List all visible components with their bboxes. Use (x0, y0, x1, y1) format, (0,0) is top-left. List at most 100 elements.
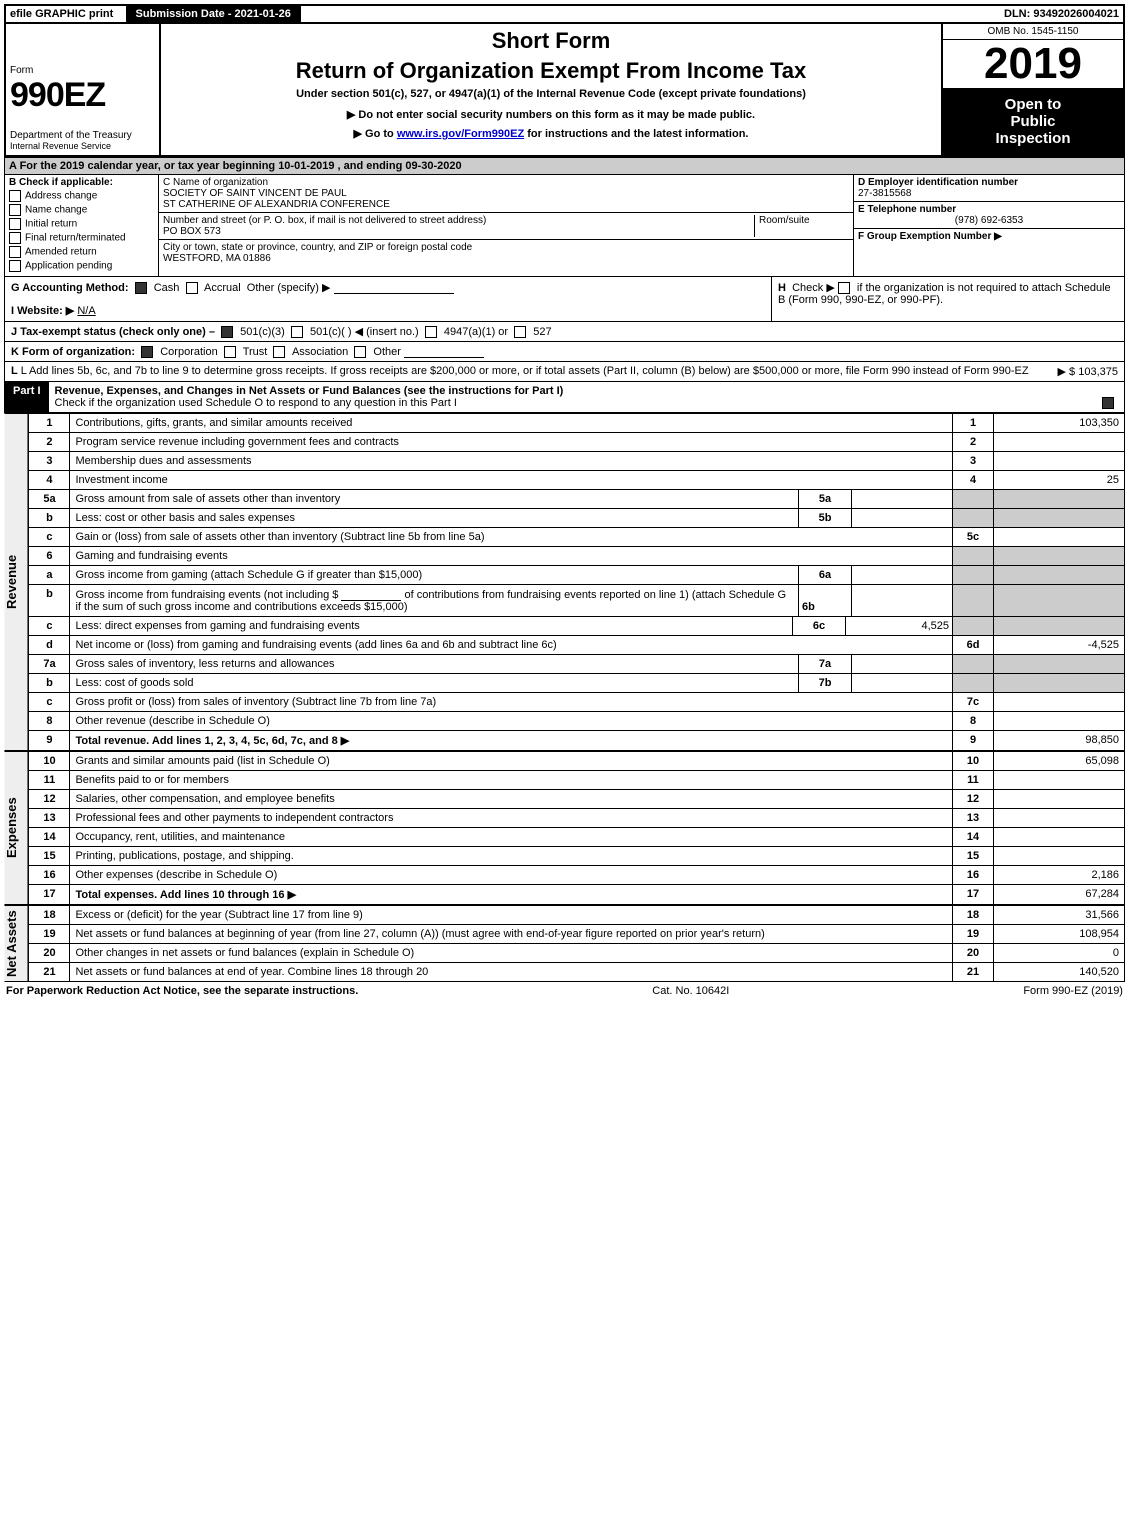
l16-amt: 2,186 (994, 866, 1125, 885)
chk-name-change[interactable]: Name change (9, 204, 154, 216)
l17-ref: 17 (953, 885, 994, 905)
checkbox-checked-icon (135, 282, 147, 294)
l12-amt (994, 790, 1125, 809)
instructions-link[interactable]: www.irs.gov/Form990EZ (397, 128, 524, 140)
efile-print-box: efile GRAPHIC print Submission Date - 20… (10, 8, 301, 20)
l6d-desc: Net income or (loss) from gaming and fun… (75, 639, 556, 651)
l11-amt (994, 771, 1125, 790)
part1-title-text: Revenue, Expenses, and Changes in Net As… (55, 385, 564, 397)
expenses-table: 10Grants and similar amounts paid (list … (28, 751, 1125, 905)
l7c-desc: Gross profit or (loss) from sales of inv… (75, 696, 436, 708)
phone-value: (978) 692-6353 (858, 215, 1120, 226)
checkbox-icon[interactable] (838, 282, 850, 294)
chk-initial-return[interactable]: Initial return (9, 218, 154, 230)
line-4: 4Investment income425 (29, 471, 1125, 490)
checkbox-icon (224, 346, 236, 358)
title-cell: Short Form Return of Organization Exempt… (161, 24, 943, 155)
link-post: for instructions and the latest informat… (527, 128, 748, 140)
h-label: H (778, 282, 786, 294)
l8-ref: 8 (953, 712, 994, 731)
l5a-sub: 5a (798, 490, 851, 508)
revenue-table: 1Contributions, gifts, grants, and simil… (28, 413, 1125, 751)
l19-ref: 19 (953, 925, 994, 944)
org-name-2: ST CATHERINE OF ALEXANDRIA CONFERENCE (163, 199, 849, 210)
line2-amt (994, 433, 1125, 452)
l5b-sa (851, 509, 952, 527)
l15-amt (994, 847, 1125, 866)
expenses-section: Expenses 10Grants and similar amounts pa… (4, 751, 1125, 905)
line-6: 6Gaming and fundraising events (29, 547, 1125, 566)
part1-title: Revenue, Expenses, and Changes in Net As… (49, 382, 1124, 412)
l5c-desc: Gain or (loss) from sale of assets other… (75, 531, 484, 543)
l5b-no: b (29, 509, 70, 528)
line-6a: aGross income from gaming (attach Schedu… (29, 566, 1125, 585)
line1-amt: 103,350 (994, 414, 1125, 433)
l11-ref: 11 (953, 771, 994, 790)
chk-amended-return[interactable]: Amended return (9, 246, 154, 258)
chk-application-pending[interactable]: Application pending (9, 260, 154, 272)
line4-desc: Investment income (75, 474, 167, 486)
room-suite-label: Room/suite (754, 215, 849, 237)
line-21: 21Net assets or fund balances at end of … (29, 963, 1125, 982)
chk-address-change[interactable]: Address change (9, 190, 154, 202)
l18-ref: 18 (953, 906, 994, 925)
grey-cell (953, 617, 994, 636)
row-k: K Form of organization: Corporation Trus… (4, 342, 1125, 362)
l20-ref: 20 (953, 944, 994, 963)
l6a-no: a (29, 566, 70, 585)
other-org-input[interactable] (404, 345, 484, 358)
line-15: 15Printing, publications, postage, and s… (29, 847, 1125, 866)
other-specify-input[interactable] (334, 281, 454, 294)
instructions-line: ▶ Go to www.irs.gov/Form990EZ for instru… (165, 127, 937, 140)
website-value: N/A (77, 305, 95, 317)
omb-number: OMB No. 1545-1150 (943, 24, 1123, 40)
box-b: B Check if applicable: Address change Na… (5, 175, 159, 276)
line-10: 10Grants and similar amounts paid (list … (29, 752, 1125, 771)
l13-amt (994, 809, 1125, 828)
line2-ref: 2 (953, 433, 994, 452)
row-j: J Tax-exempt status (check only one) – 5… (4, 322, 1125, 342)
chk-final-return[interactable]: Final return/terminated (9, 232, 154, 244)
other-org-option: Other (373, 346, 401, 358)
part1-header-row: Part I Revenue, Expenses, and Changes in… (4, 382, 1125, 413)
box-def: D Employer identification number 27-3815… (854, 175, 1124, 276)
l7c-no: c (29, 693, 70, 712)
l5c-amt (994, 528, 1125, 547)
l10-no: 10 (29, 752, 70, 771)
527-option: 527 (533, 326, 551, 338)
l7b-sa (851, 674, 952, 692)
line4-no: 4 (29, 471, 70, 490)
row-l-arrow: ▶ $ (1058, 366, 1076, 378)
grey-cell (953, 655, 994, 674)
line2-no: 2 (29, 433, 70, 452)
l18-amt: 31,566 (994, 906, 1125, 925)
l14-amt (994, 828, 1125, 847)
line-17: 17Total expenses. Add lines 10 through 1… (29, 885, 1125, 905)
line3-desc: Membership dues and assessments (75, 455, 251, 467)
l9-ref: 9 (953, 731, 994, 751)
grey-cell (953, 674, 994, 693)
l6b-input[interactable] (341, 588, 401, 601)
l19-amt: 108,954 (994, 925, 1125, 944)
l13-ref: 13 (953, 809, 994, 828)
l7a-sub: 7a (798, 655, 851, 673)
l9-no: 9 (29, 731, 70, 751)
line-1: 1Contributions, gifts, grants, and simil… (29, 414, 1125, 433)
checkbox-checked-icon (1102, 397, 1114, 409)
l20-desc: Other changes in net assets or fund bala… (75, 947, 414, 959)
city-label: City or town, state or province, country… (163, 242, 849, 253)
l20-amt: 0 (994, 944, 1125, 963)
l18-no: 18 (29, 906, 70, 925)
corporation-option: Corporation (160, 346, 217, 358)
year-cell: OMB No. 1545-1150 2019 Open to Public In… (943, 24, 1123, 155)
h-check: Check ▶ (792, 282, 835, 294)
l17-no: 17 (29, 885, 70, 905)
submission-date-button[interactable]: Submission Date - 2021-01-26 (126, 4, 301, 24)
l5b-desc: Less: cost or other basis and sales expe… (70, 509, 798, 527)
part1-check-text: Check if the organization used Schedule … (55, 397, 457, 409)
l21-no: 21 (29, 963, 70, 982)
checkbox-icon (186, 282, 198, 294)
form-word: Form (10, 65, 155, 76)
l7c-ref: 7c (953, 693, 994, 712)
footer-catno: Cat. No. 10642I (652, 985, 729, 997)
